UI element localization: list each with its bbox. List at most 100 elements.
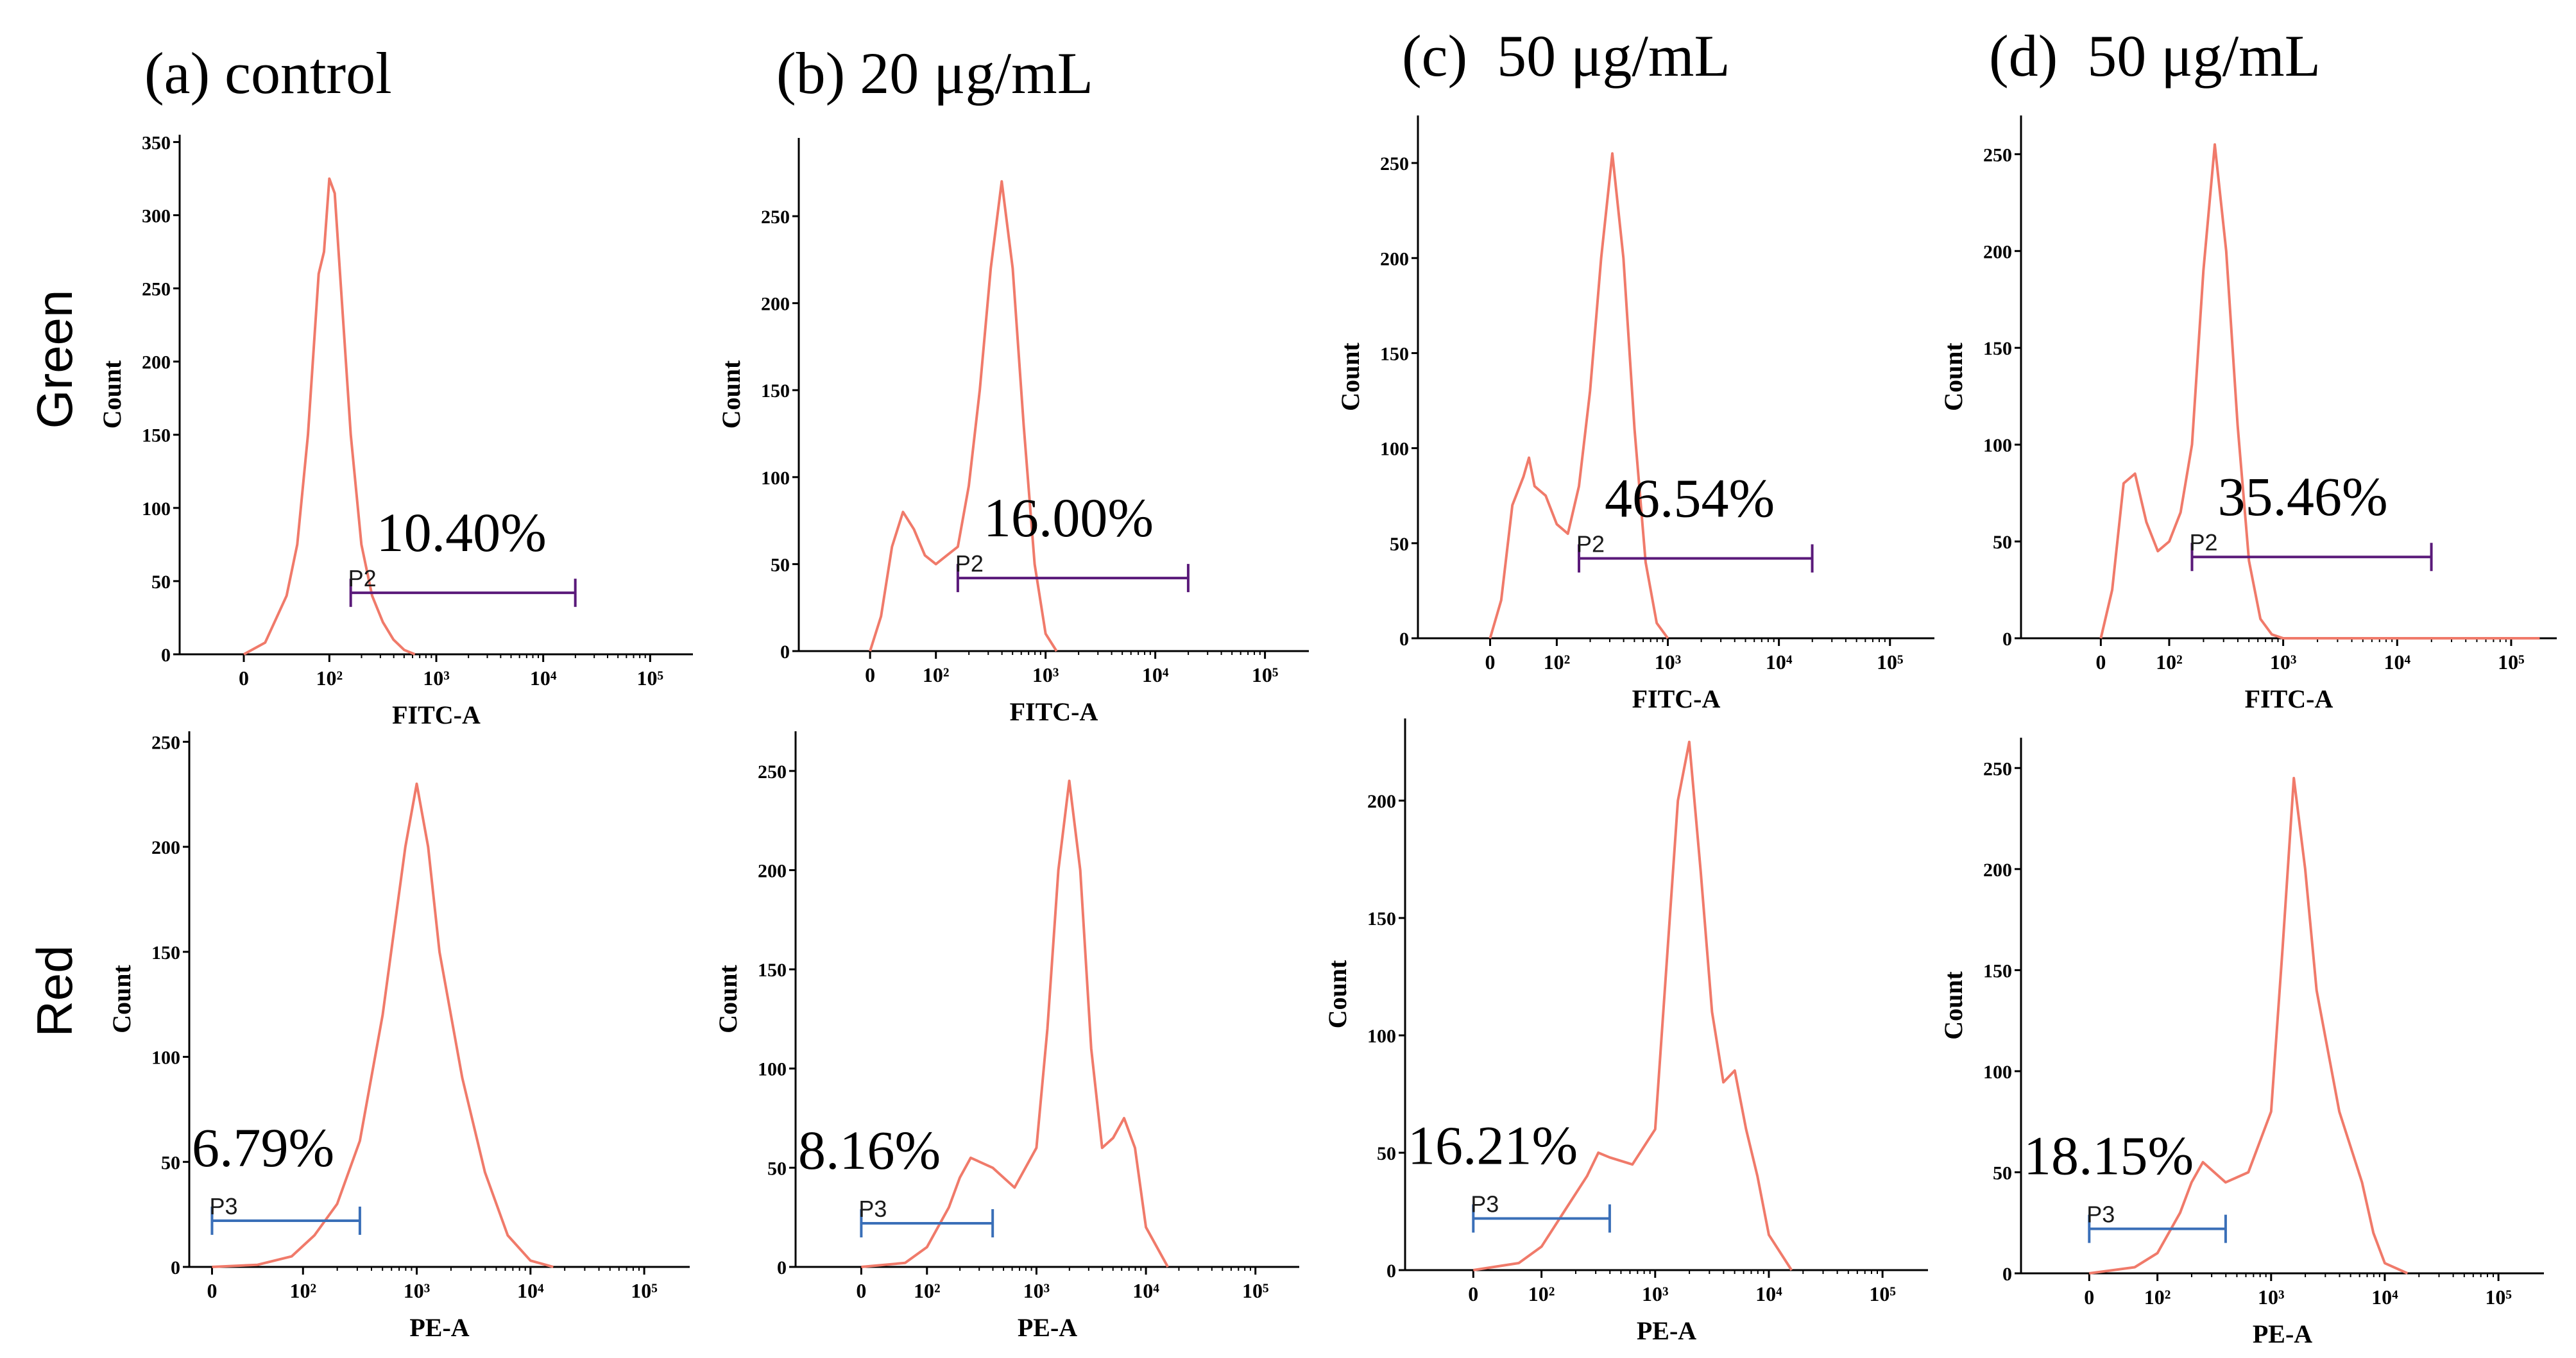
y-tick-label: 150 (758, 960, 787, 981)
y-tick-label: 0 (161, 645, 171, 666)
y-tick-label: 0 (1386, 1260, 1396, 1282)
gate-name: P2 (2189, 529, 2217, 556)
y-tick-label: 250 (142, 279, 171, 300)
x-tick-label: 10⁴ (1132, 1279, 1159, 1302)
y-tick-label: 0 (2002, 1264, 2012, 1285)
x-axis-label: PE-A (2253, 1320, 2312, 1348)
x-tick-label: 0 (856, 1279, 866, 1302)
y-tick-label: 250 (1983, 758, 2012, 779)
x-tick-label: 0 (1485, 650, 1496, 674)
x-tick-label: 10³ (1642, 1282, 1669, 1305)
y-tick-label: 50 (767, 1158, 787, 1179)
x-tick-label: 10⁵ (631, 1279, 658, 1302)
gate-name: P2 (1576, 531, 1605, 557)
y-tick-label: 0 (1399, 629, 1409, 650)
column-title-b: (b) 20 μg/mL (776, 40, 1093, 106)
gate-percentage: 8.16% (798, 1119, 941, 1181)
gate-percentage: 10.40% (377, 502, 547, 563)
gate-name: P3 (1471, 1191, 1499, 1217)
gate-percentage: 6.79% (192, 1117, 334, 1178)
column-title-a: (a) control (144, 40, 392, 106)
x-tick-label: 0 (1468, 1282, 1478, 1305)
x-tick-label: 0 (865, 663, 875, 686)
y-tick-label: 150 (151, 942, 180, 963)
gate-percentage: 18.15% (2024, 1125, 2194, 1187)
gate-name: P2 (348, 565, 377, 591)
y-tick-label: 200 (151, 837, 180, 858)
x-tick-label: 10⁵ (1869, 1282, 1896, 1305)
x-tick-label: 10⁴ (2384, 650, 2410, 674)
y-tick-label: 100 (1380, 439, 1409, 460)
y-tick-label: 250 (1983, 144, 2012, 166)
x-tick-label: 10⁴ (1142, 663, 1169, 686)
x-tick-label: 10³ (404, 1279, 431, 1302)
x-tick-label: 10² (923, 663, 950, 686)
y-tick-label: 100 (1983, 1062, 2012, 1083)
gate-percentage: 16.21% (1408, 1114, 1578, 1176)
y-tick-label: 150 (1983, 338, 2012, 359)
histogram-curve (869, 180, 1058, 652)
gate-percentage: 16.00% (984, 487, 1154, 548)
x-axis-label: FITC-A (392, 700, 481, 729)
histogram-curve (212, 782, 554, 1268)
x-axis-label: PE-A (409, 1313, 469, 1342)
x-tick-label: 10⁵ (1252, 663, 1279, 686)
x-tick-label: 10⁵ (2485, 1286, 2512, 1309)
y-axis-label: Count (1323, 960, 1352, 1028)
x-tick-label: 10⁵ (1242, 1279, 1269, 1302)
x-tick-label: 10³ (2258, 1286, 2285, 1309)
histogram-curve (2099, 143, 2540, 640)
x-tick-label: 10⁴ (2371, 1286, 2398, 1309)
y-axis-label: Count (98, 360, 126, 429)
panel-c-green: 0 50 100 150 200 250 0 10² 10³ 10⁴ 10⁵ FITC-A Count P… (1336, 115, 1934, 713)
x-tick-label: 10⁴ (1766, 650, 1793, 674)
y-tick-label: 150 (761, 380, 790, 402)
column-title-c: (c) 50 μg/mL (1402, 23, 1730, 89)
x-tick-label: 10³ (1032, 663, 1059, 686)
y-tick-label: 50 (151, 572, 171, 593)
x-tick-label: 0 (2084, 1286, 2094, 1309)
histogram-curve (243, 177, 416, 656)
row-label-green: Green (26, 290, 83, 429)
y-tick-label: 200 (1367, 791, 1396, 812)
x-axis-label: FITC-A (1010, 697, 1098, 726)
y-tick-label: 150 (1380, 343, 1409, 364)
y-axis-label: Count (1336, 342, 1365, 411)
histogram-curve (861, 779, 1169, 1268)
x-tick-label: 10⁵ (1877, 650, 1904, 674)
histogram-curve (1488, 152, 1669, 640)
panel-c-red: 0 50 100 150 200 0 10² 10³ 10⁴ 10⁵ PE-A Count P3 16.2… (1323, 718, 1928, 1345)
x-tick-label: 10² (2144, 1286, 2171, 1309)
y-tick-label: 100 (151, 1048, 180, 1069)
histogram-curve (2089, 777, 2409, 1275)
y-tick-label: 150 (1367, 908, 1396, 929)
y-tick-label: 200 (142, 352, 171, 373)
gate-percentage: 46.54% (1605, 468, 1775, 529)
y-tick-label: 200 (1983, 241, 2012, 262)
x-tick-label: 10² (289, 1279, 316, 1302)
x-tick-label: 10⁴ (530, 666, 557, 690)
x-tick-label: 10² (1544, 650, 1571, 674)
panel-d-green: 0 50 100 150 200 250 0 10² 10³ 10⁴ 10⁵ FITC-A Count P… (1939, 115, 2557, 713)
x-tick-label: 0 (2095, 650, 2106, 674)
gate-percentage: 35.46% (2217, 466, 2387, 527)
y-tick-label: 200 (758, 860, 787, 881)
x-axis-label: FITC-A (2245, 684, 2333, 713)
y-tick-label: 150 (142, 425, 171, 446)
x-tick-label: 10² (316, 666, 343, 690)
y-tick-label: 100 (761, 468, 790, 489)
y-tick-label: 250 (151, 732, 180, 753)
y-tick-label: 350 (142, 132, 171, 153)
row-label-red: Red (26, 945, 83, 1037)
x-tick-label: 10⁵ (2498, 650, 2525, 674)
x-tick-label: 10³ (1655, 650, 1682, 674)
y-tick-label: 100 (1983, 435, 2012, 456)
gate-name: P3 (858, 1196, 887, 1222)
y-axis-label: Count (1939, 971, 1968, 1039)
x-tick-label: 10³ (423, 666, 450, 690)
y-tick-label: 0 (780, 641, 790, 663)
y-tick-label: 250 (761, 207, 790, 228)
x-tick-label: 10² (2156, 650, 2183, 674)
x-tick-label: 10² (1528, 1282, 1555, 1305)
